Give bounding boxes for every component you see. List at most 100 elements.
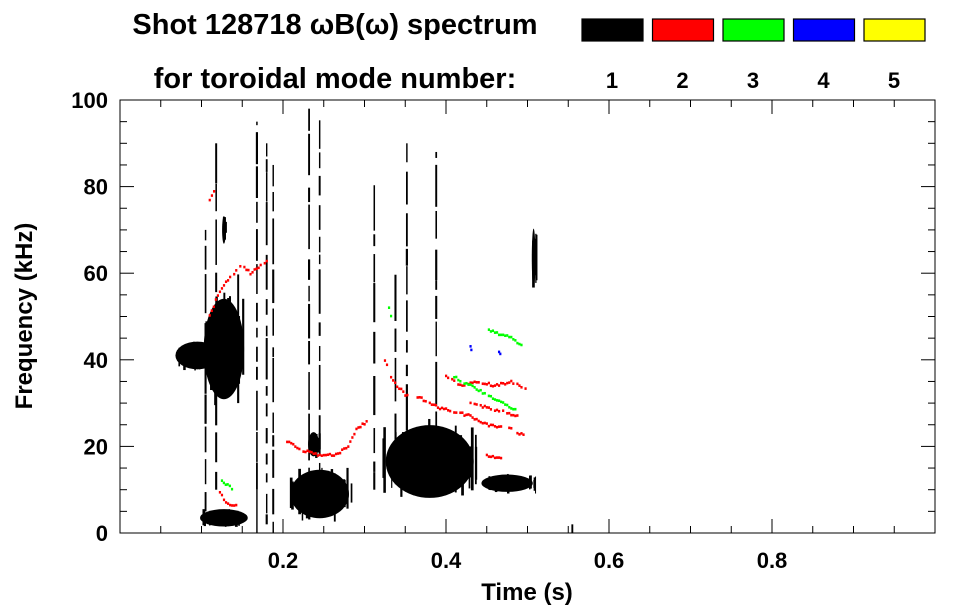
mode-1-blob-strand	[225, 221, 227, 233]
mode-2-ridge-point	[224, 280, 228, 284]
mode-1-blob-strand	[382, 438, 385, 478]
mode-1-blob-strand	[210, 316, 213, 391]
mode-2-ridge-point	[500, 425, 503, 428]
mode-3-ridge-point	[475, 388, 478, 391]
mode-2-ridge-point	[487, 406, 490, 409]
mode-1-blob-strand	[402, 432, 405, 480]
mode-2-ridge-point	[489, 408, 493, 411]
mode-2-ridge-point	[394, 381, 397, 385]
mode-2-ridge-point	[406, 393, 409, 397]
mode-3-ridge-point	[455, 375, 458, 379]
mode-2-ridge-point	[455, 411, 458, 414]
mode-2-ridge-point	[288, 440, 291, 444]
mode-2-ridge-point	[420, 396, 423, 399]
mode-1-blob-strand	[228, 296, 231, 378]
mode-3-ridge-point	[389, 314, 393, 318]
mode-2-ridge-point	[208, 314, 211, 317]
mode-3-ridge-point	[471, 384, 474, 388]
mode-3-ridge-point	[469, 383, 472, 386]
mode-2-ridge-point	[383, 359, 387, 362]
mode-2-ridge-point	[294, 445, 297, 448]
mode-2-ridge-point	[302, 450, 305, 453]
mode-1-blob-strand	[301, 474, 304, 521]
mode-2-ridge-point	[422, 399, 425, 403]
mode-2-ridge-point	[418, 395, 421, 399]
mode-1-blob-strand	[299, 481, 302, 501]
mode-2-ridge-point	[485, 453, 488, 457]
mode-2-ridge-point	[310, 450, 313, 454]
mode-3-ridge-point	[222, 481, 225, 485]
mode-2-ridge-point	[259, 263, 262, 267]
y-tick-label: 20	[84, 434, 108, 459]
mode-3-ridge-point	[504, 403, 507, 406]
mode-3-ridge-point	[508, 405, 511, 409]
mode-2-ridge-point	[432, 403, 435, 407]
mode-1-blob-strand	[533, 477, 536, 491]
mode-2-ridge-point	[489, 423, 493, 427]
mode-2-ridge-point	[453, 379, 456, 382]
mode-1-blob-strand	[214, 317, 217, 406]
mode-1-blob-strand	[230, 325, 233, 388]
mode-3-ridge-point	[502, 333, 505, 337]
mode-3-ridge-point	[493, 331, 497, 334]
mode-1-blob-strand	[452, 451, 455, 477]
mode-3-ridge-point	[520, 343, 523, 347]
mode-2-ridge-point	[404, 394, 407, 397]
mode-2-ridge-point	[475, 381, 478, 384]
mode-3-ridge-point	[497, 399, 501, 403]
mode-1-blob-strand	[512, 477, 515, 489]
mode-3-ridge-point	[224, 483, 227, 487]
legend-swatch-3	[722, 18, 785, 42]
mode-2-ridge-point	[226, 502, 230, 505]
mode-2-ridge-point	[220, 287, 224, 290]
mode-2-ridge-point	[290, 441, 293, 445]
x-tick-label: 0.8	[757, 548, 788, 573]
mode-2-ridge-point	[359, 425, 362, 429]
mode-2-ridge-point	[347, 445, 350, 448]
mode-2-ridge-point	[479, 420, 482, 424]
plot-area	[175, 108, 574, 533]
mode-2-ridge-point	[316, 454, 319, 457]
legend-swatch-1	[581, 18, 644, 42]
mode-2-ridge-point	[497, 456, 501, 459]
mode-4-ridge-point	[499, 352, 502, 356]
mode-2-ridge-point	[479, 403, 482, 407]
mode-2-ridge-point	[306, 449, 309, 453]
mode-3-ridge-point	[489, 394, 493, 398]
mode-3-ridge-point	[497, 333, 501, 337]
mode-1-blob-strand	[223, 222, 226, 240]
mode-1-blob-strand	[186, 349, 190, 367]
mode-2-ridge-point	[516, 414, 519, 417]
mode-1-blob-strand	[529, 475, 532, 489]
mode-2-series	[208, 190, 527, 507]
mode-1-blob-strand	[227, 297, 230, 380]
mode-1-blob-strand	[443, 448, 446, 495]
mode-3-ridge-point	[479, 388, 482, 392]
mode-2-ridge-point	[265, 259, 268, 263]
mode-2-ridge-point	[235, 269, 238, 272]
mode-3-ridge-point	[504, 334, 507, 337]
y-tick-label: 100	[71, 88, 108, 113]
mode-1-blob-strand	[312, 441, 315, 452]
mode-1-blob-strand	[423, 452, 427, 486]
mode-2-ridge-point	[497, 425, 501, 428]
mode-3-ridge-point	[473, 386, 476, 389]
mode-1-blob-strand	[350, 483, 353, 503]
mode-2-ridge-point	[487, 381, 490, 385]
mode-4-ridge-point	[470, 348, 473, 352]
mode-2-ridge-point	[487, 424, 490, 428]
mode-2-ridge-point	[483, 421, 486, 425]
mode-2-ridge-point	[475, 417, 478, 421]
mode-2-ridge-point	[493, 456, 497, 460]
mode-3-ridge-point	[495, 399, 499, 402]
mode-2-ridge-point	[516, 382, 519, 386]
mode-2-ridge-point	[457, 383, 460, 386]
mode-1-blob-strand	[489, 479, 492, 491]
mode-2-ridge-point	[231, 504, 234, 507]
mode-1-blob-strand	[291, 481, 294, 510]
mode-2-ridge-point	[255, 267, 258, 271]
legend-label-3: 3	[747, 68, 759, 93]
mode-1-blob-strand	[224, 511, 227, 527]
mode-1-blob-strand	[316, 485, 319, 500]
mode-1-blob-strand	[183, 346, 186, 371]
